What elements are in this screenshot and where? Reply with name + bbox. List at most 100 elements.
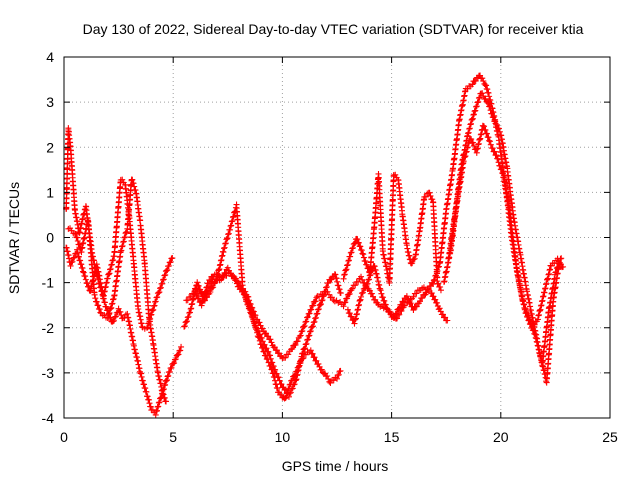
data-point (296, 333, 303, 340)
data-point (444, 317, 451, 324)
data-point (255, 327, 262, 334)
data-point (357, 243, 364, 250)
data-point (344, 306, 351, 313)
data-point (474, 99, 481, 106)
data-point (496, 128, 503, 135)
data-point (314, 310, 321, 317)
data-point (347, 253, 354, 260)
data-point (304, 313, 311, 320)
data-point (426, 189, 433, 196)
data-point (146, 400, 153, 407)
data-point (306, 332, 313, 339)
data-point (432, 272, 439, 279)
data-point (275, 374, 282, 381)
data-point (368, 290, 375, 297)
data-point (466, 125, 473, 132)
data-point (304, 314, 311, 321)
data-point (468, 120, 475, 127)
data-point (363, 261, 370, 268)
data-point (366, 272, 373, 279)
data-point (130, 180, 137, 187)
data-point (76, 241, 83, 248)
data-point (494, 155, 501, 162)
data-point (74, 234, 81, 241)
data-point (428, 290, 435, 297)
data-point (434, 299, 441, 306)
data-points (63, 72, 567, 418)
data-point (166, 368, 173, 375)
data-point (382, 301, 389, 308)
data-point (436, 305, 443, 312)
series-track-g (340, 170, 444, 294)
data-point (308, 306, 315, 313)
data-point (301, 345, 308, 352)
data-point (131, 183, 138, 190)
data-point (469, 116, 476, 123)
data-point (324, 372, 331, 379)
data-point (393, 310, 400, 317)
data-point (108, 262, 115, 269)
data-point (160, 276, 167, 283)
data-point (486, 138, 493, 145)
data-point (359, 250, 366, 257)
data-point (347, 249, 354, 256)
data-point (163, 398, 170, 405)
data-point (258, 334, 265, 341)
data-point (495, 125, 502, 132)
data-point (171, 360, 178, 367)
data-point (92, 295, 99, 302)
data-point (299, 350, 306, 357)
data-point (207, 283, 214, 290)
data-point (431, 276, 438, 283)
data-point (107, 266, 114, 273)
data-point (317, 301, 324, 308)
data-point (141, 381, 148, 388)
data-point (344, 262, 351, 269)
series-track-j (445, 90, 563, 386)
data-point (265, 333, 272, 340)
data-point (184, 318, 191, 325)
data-point (469, 81, 476, 88)
data-point (194, 279, 201, 286)
data-point (251, 320, 258, 327)
data-point (123, 228, 130, 235)
data-point (160, 391, 167, 398)
data-point (122, 230, 129, 237)
data-point (495, 159, 502, 166)
data-point (429, 196, 436, 203)
data-point (178, 343, 185, 350)
data-point (346, 310, 353, 317)
data-point (491, 148, 498, 155)
data-point (110, 295, 117, 302)
data-point (410, 293, 417, 300)
data-point (311, 318, 318, 325)
data-point (486, 93, 493, 100)
data-point (167, 259, 174, 266)
y-tick-label: 3 (46, 94, 54, 110)
data-point (303, 318, 310, 325)
data-point (524, 309, 531, 316)
data-point (309, 302, 316, 309)
data-point (168, 364, 175, 371)
data-point (110, 296, 117, 303)
data-point (490, 114, 497, 121)
x-tick-labels: 0 5 10 15 20 25 (60, 429, 618, 445)
data-point (186, 310, 193, 317)
data-point (82, 273, 89, 280)
data-point (79, 265, 86, 272)
data-point (276, 377, 283, 384)
series-track-c (65, 176, 170, 405)
data-point (163, 267, 170, 274)
data-point (337, 290, 344, 297)
data-point (372, 296, 379, 303)
data-point (247, 301, 254, 308)
data-point (558, 255, 565, 262)
data-point (303, 340, 310, 347)
y-axis-label: SDTVAR / TECUs (6, 182, 22, 294)
data-point (298, 328, 305, 335)
data-point (430, 281, 437, 288)
data-point (498, 166, 505, 173)
data-point (72, 230, 79, 237)
data-point (69, 258, 76, 265)
data-point (300, 323, 307, 330)
